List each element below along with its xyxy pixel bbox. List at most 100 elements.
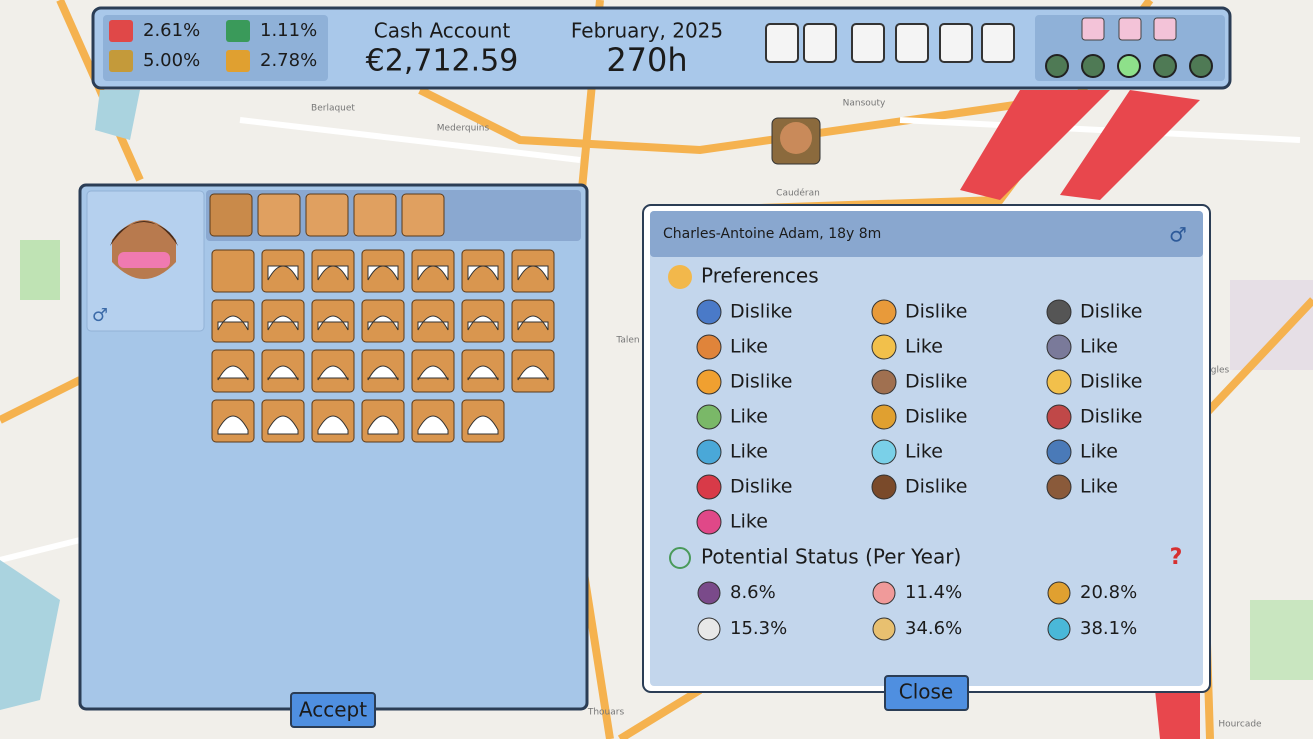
hair-tile[interactable] xyxy=(261,249,305,293)
preference-value: Dislike xyxy=(1080,371,1142,393)
hair-tile[interactable] xyxy=(461,249,505,293)
speed-button[interactable] xyxy=(1117,54,1141,78)
profile-header xyxy=(650,211,1203,257)
preference-icon xyxy=(1046,439,1072,465)
speed-button[interactable] xyxy=(1153,54,1177,78)
preference-icon xyxy=(871,334,897,360)
menu-icon[interactable] xyxy=(939,23,973,63)
map-label: Talen xyxy=(615,336,639,346)
rate-value: 1.11% xyxy=(260,20,317,41)
option-icon[interactable] xyxy=(1081,17,1105,41)
close-button[interactable] xyxy=(884,675,969,711)
cash-label: Cash Account xyxy=(374,19,511,43)
preference-value: Dislike xyxy=(730,476,792,498)
avatar-hair xyxy=(110,221,178,246)
accept-label[interactable]: Accept xyxy=(299,698,367,722)
hair-tile[interactable] xyxy=(211,249,255,293)
speed-button[interactable] xyxy=(1189,54,1213,78)
menu-icon[interactable] xyxy=(765,23,799,63)
status-icon xyxy=(697,617,721,641)
preference-icon xyxy=(1046,299,1072,325)
hair-style xyxy=(417,415,449,435)
menu-icon[interactable] xyxy=(981,23,1015,63)
preference-value: Dislike xyxy=(905,301,967,323)
preference-icon xyxy=(696,369,722,395)
hair-style xyxy=(217,315,249,331)
category-tab[interactable] xyxy=(305,193,349,237)
preference-icon xyxy=(696,404,722,430)
hair-tile[interactable] xyxy=(361,249,405,293)
map-label: gles xyxy=(1211,366,1230,376)
rate-value: 5.00% xyxy=(143,50,200,71)
preference-icon xyxy=(871,369,897,395)
close-label[interactable]: Close xyxy=(899,680,953,704)
rate-icon xyxy=(109,50,133,72)
hair-style xyxy=(267,265,299,281)
hair-style xyxy=(417,315,449,331)
hair-style xyxy=(317,365,349,381)
preference-value: Like xyxy=(1080,336,1118,358)
category-tab[interactable] xyxy=(209,193,253,237)
speed-button[interactable] xyxy=(1081,54,1105,78)
hair-style xyxy=(217,365,249,381)
hair-style xyxy=(317,265,349,281)
map-label: Nansouty xyxy=(843,99,886,109)
hair-style xyxy=(317,415,349,435)
preference-icon xyxy=(696,299,722,325)
preference-value: Like xyxy=(730,511,768,533)
hair-style xyxy=(367,365,399,381)
category-tab[interactable] xyxy=(257,193,301,237)
preferences-icon xyxy=(668,265,692,289)
hair-tile[interactable] xyxy=(511,249,555,293)
rate-value: 2.78% xyxy=(260,50,317,71)
status-value: 8.6% xyxy=(730,582,776,603)
status-value: 38.1% xyxy=(1080,618,1137,639)
preference-value: Like xyxy=(730,441,768,463)
status-icon xyxy=(1047,581,1071,605)
profile-body xyxy=(650,211,1203,686)
preference-icon xyxy=(871,439,897,465)
preference-value: Like xyxy=(1080,476,1118,498)
preference-icon xyxy=(696,439,722,465)
status-value: 15.3% xyxy=(730,618,787,639)
hair-style xyxy=(417,265,449,281)
status-icon xyxy=(697,581,721,605)
preference-value: Like xyxy=(905,336,943,358)
rate-value: 2.61% xyxy=(143,20,200,41)
preference-icon xyxy=(1046,404,1072,430)
hours: 270h xyxy=(606,41,687,79)
speed-button[interactable] xyxy=(1045,54,1069,78)
status-icon xyxy=(1047,617,1071,641)
hair-style xyxy=(467,415,499,435)
accept-button[interactable] xyxy=(290,692,376,728)
menu-icon[interactable] xyxy=(895,23,929,63)
menu-icon[interactable] xyxy=(803,23,837,63)
map-label: Mederquins xyxy=(437,124,490,134)
preference-value: Dislike xyxy=(1080,301,1142,323)
hair-style xyxy=(267,315,299,331)
option-icon[interactable] xyxy=(1153,17,1177,41)
category-tab[interactable] xyxy=(353,193,397,237)
hair-style xyxy=(267,365,299,381)
preference-value: Dislike xyxy=(905,406,967,428)
status-value: 20.8% xyxy=(1080,582,1137,603)
block xyxy=(1230,280,1313,370)
preference-value: Dislike xyxy=(905,371,967,393)
preference-value: Like xyxy=(905,441,943,463)
option-icon[interactable] xyxy=(1118,17,1142,41)
status-icon xyxy=(872,617,896,641)
preference-icon xyxy=(696,474,722,500)
gender-icon: ♂ xyxy=(1169,223,1187,247)
hair-style xyxy=(367,315,399,331)
rate-icon xyxy=(109,20,133,42)
hair-tile[interactable] xyxy=(411,249,455,293)
map-label: Berlaquet xyxy=(311,104,355,114)
preference-icon xyxy=(1046,474,1072,500)
hair-style xyxy=(517,315,549,331)
menu-icon[interactable] xyxy=(851,23,885,63)
status-value: 11.4% xyxy=(905,582,962,603)
category-tab[interactable] xyxy=(401,193,445,237)
help-icon[interactable]: ? xyxy=(1170,545,1183,570)
hair-style xyxy=(417,365,449,381)
hair-tile[interactable] xyxy=(311,249,355,293)
